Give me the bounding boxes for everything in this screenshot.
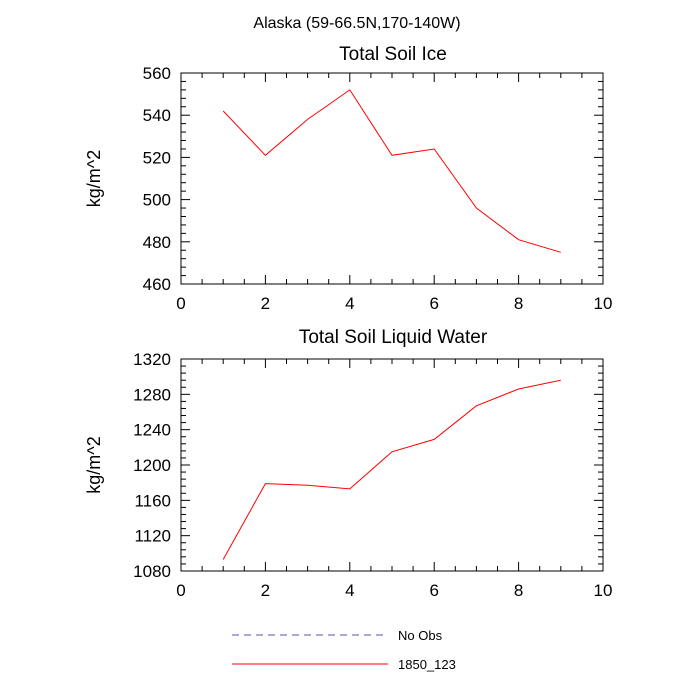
y-tick-label: 480 [143, 233, 171, 252]
y-axis-label: kg/m^2 [84, 150, 104, 207]
legend-label-no-obs: No Obs [398, 628, 443, 643]
series-line-1850-123 [222, 89, 561, 253]
y-tick-label: 1160 [134, 491, 171, 510]
plot-frame [180, 358, 604, 572]
y-tick-label: 1080 [133, 562, 171, 581]
y-tick-label: 1320 [133, 350, 171, 369]
panel-title: Total Soil Ice [339, 44, 447, 65]
y-tick-label: 540 [143, 106, 171, 125]
y-tick-label: 560 [143, 64, 171, 83]
plot-frame [180, 72, 604, 285]
y-tick-label: 1280 [133, 385, 171, 404]
x-tick-label: 6 [429, 294, 438, 313]
x-tick-label: 2 [261, 294, 270, 313]
figure-suptitle: Alaska (59-66.5N,170-140W) [253, 15, 460, 32]
y-tick-label: 1200 [133, 456, 171, 475]
y-tick-label: 1120 [134, 527, 171, 546]
y-axis-label: kg/m^2 [84, 436, 104, 493]
x-tick-label: 8 [514, 581, 523, 600]
legend: No Obs 1850_123 [232, 628, 456, 672]
y-tick-label: 500 [143, 191, 171, 210]
x-tick-label: 8 [514, 294, 523, 313]
panel-total-soil-liquid-water: Total Soil Liquid Water kg/m^2 0 2 4 6 8 10 1080… [84, 327, 612, 600]
legend-label-1850-123: 1850_123 [398, 657, 456, 672]
panel-title: Total Soil Liquid Water [299, 327, 488, 348]
x-tick-label: 4 [345, 581, 354, 600]
y-tick-label: 460 [143, 275, 171, 294]
panel-total-soil-ice: Total Soil Ice kg/m^2 0 2 4 6 8 10 460 480 500 520 5… [84, 44, 612, 313]
x-tick-label: 10 [594, 294, 613, 313]
x-tick-label: 0 [176, 294, 185, 313]
series-line-1850-123 [222, 379, 561, 560]
x-tick-label: 0 [176, 581, 185, 600]
y-tick-label: 520 [143, 148, 171, 167]
y-tick-label: 1240 [133, 421, 171, 440]
x-tick-label: 10 [594, 581, 613, 600]
x-tick-label: 2 [261, 581, 270, 600]
x-tick-label: 4 [345, 294, 354, 313]
x-tick-label: 6 [429, 581, 438, 600]
